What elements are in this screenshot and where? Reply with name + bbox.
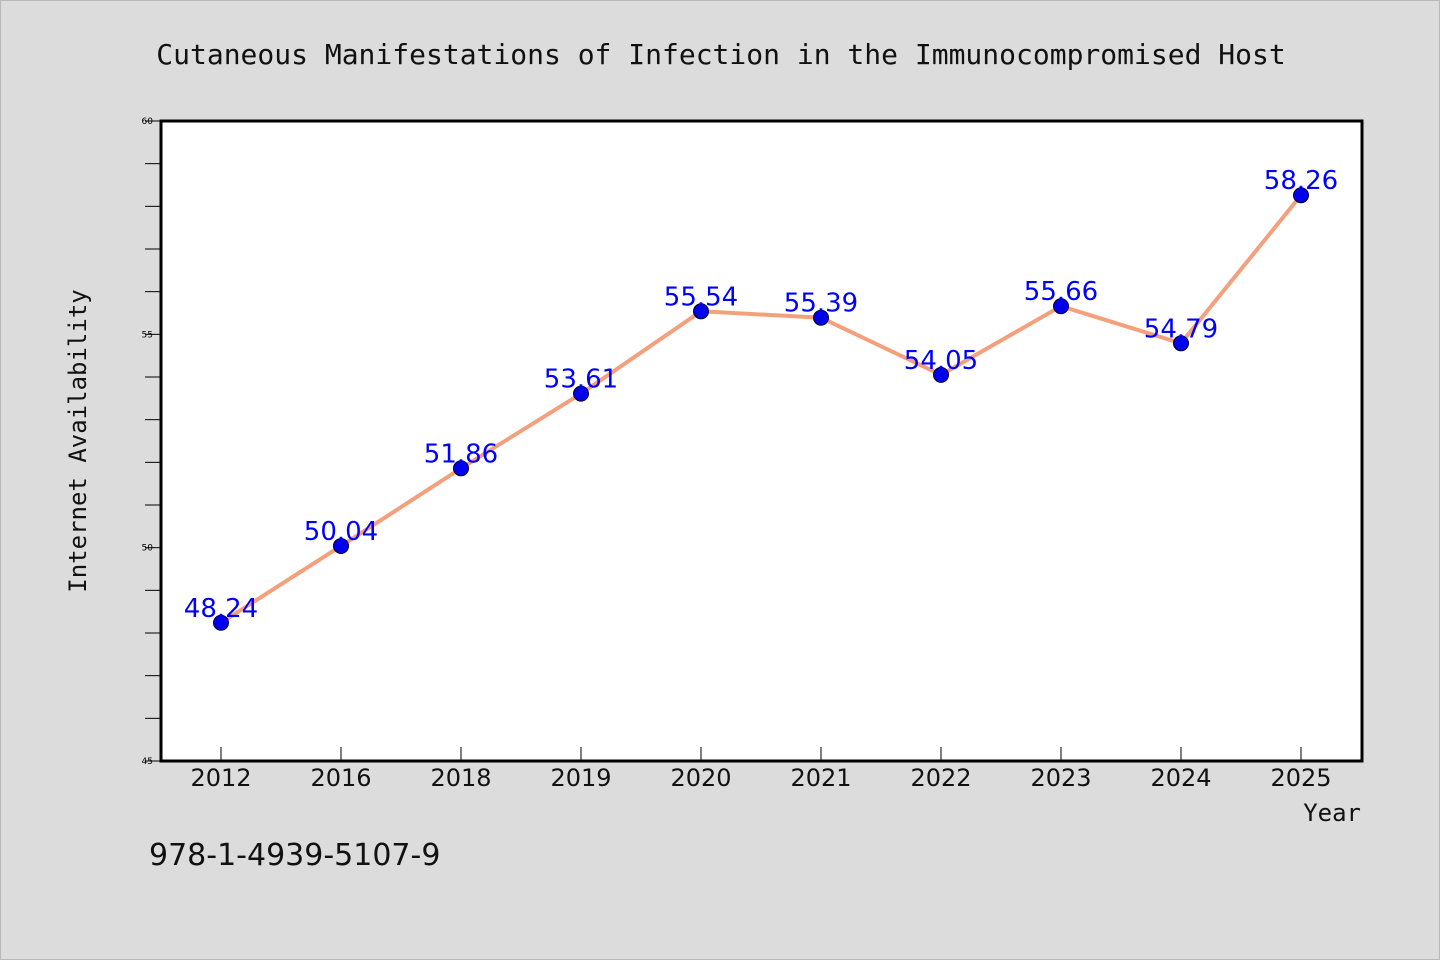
y-tick-label: 55 bbox=[142, 330, 153, 340]
x-tick-label: 2022 bbox=[910, 764, 971, 792]
y-tick-label: 50 bbox=[142, 544, 154, 554]
data-point bbox=[1173, 335, 1189, 352]
data-labels-layer: 48.24 50.04 51.86 53.61 55.54 55.39 54.05 55.66… bbox=[184, 166, 1338, 624]
data-point bbox=[573, 385, 589, 402]
data-label: 58.26 bbox=[1264, 166, 1338, 196]
data-label: 54.79 bbox=[1144, 314, 1218, 344]
x-tick-label: 2021 bbox=[790, 764, 851, 792]
data-point bbox=[333, 537, 349, 554]
data-point bbox=[213, 614, 229, 631]
chart-title: Cutaneous Manifestations of Infection in… bbox=[156, 38, 1285, 71]
x-tick-label: 2018 bbox=[430, 764, 491, 792]
x-tick-label: 2016 bbox=[310, 764, 371, 792]
data-point bbox=[933, 366, 949, 383]
data-label: 54.05 bbox=[904, 346, 978, 376]
plot-area bbox=[159, 119, 1364, 763]
y-axis-label: Internet Availability bbox=[64, 289, 92, 592]
data-label: 51.86 bbox=[424, 439, 498, 469]
x-tick-label: 2020 bbox=[670, 764, 731, 792]
data-point bbox=[453, 460, 469, 477]
x-tick-label: 2019 bbox=[550, 764, 611, 792]
data-label: 53.61 bbox=[544, 365, 618, 395]
y-tick-label: 45 bbox=[142, 757, 153, 767]
isbn-text: 978-1-4939-5107-9 bbox=[149, 838, 440, 873]
data-label: 55.66 bbox=[1024, 277, 1098, 307]
series-line bbox=[219, 193, 1303, 625]
y-axis-ticks: 45 50 55 60 bbox=[142, 117, 161, 767]
data-label: 50.04 bbox=[304, 517, 378, 547]
data-point bbox=[1293, 187, 1309, 204]
data-point bbox=[1053, 298, 1069, 315]
x-axis-label: Year bbox=[1303, 799, 1361, 827]
data-label: 48.24 bbox=[184, 594, 258, 624]
data-point bbox=[813, 309, 829, 326]
x-tick-label: 2025 bbox=[1270, 764, 1331, 792]
data-point bbox=[693, 303, 709, 320]
x-axis-ticks: 2012 2016 2018 2019 2020 2021 2022 2023 2024 2025 bbox=[190, 747, 1332, 792]
x-tick-label: 2023 bbox=[1030, 764, 1091, 792]
y-tick-label: 60 bbox=[142, 117, 154, 127]
data-label: 55.39 bbox=[784, 289, 858, 319]
x-tick-label: 2024 bbox=[1150, 764, 1211, 792]
series-layer bbox=[213, 187, 1309, 631]
x-tick-label: 2012 bbox=[190, 764, 251, 792]
data-label: 55.54 bbox=[664, 282, 738, 312]
